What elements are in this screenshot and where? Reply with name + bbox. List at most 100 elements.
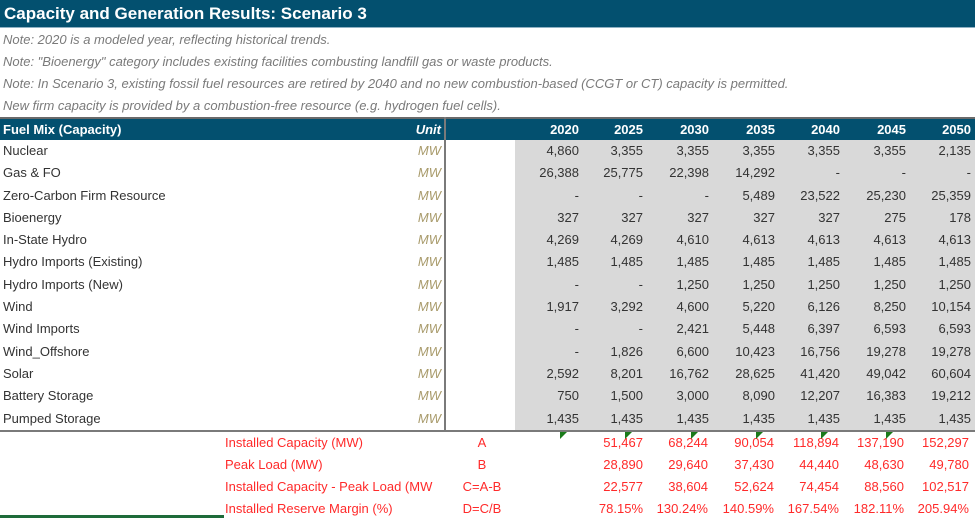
summary-value[interactable]: 44,440 xyxy=(799,457,839,472)
value-cell[interactable]: 6,593 xyxy=(873,321,906,337)
summary-value[interactable]: 49,780 xyxy=(929,457,969,472)
fuel-label[interactable]: In-State Hydro xyxy=(3,232,87,248)
value-cell[interactable]: 1,435 xyxy=(676,410,709,426)
value-cell[interactable]: 4,613 xyxy=(807,232,840,248)
summary-label[interactable]: Installed Capacity (MW) xyxy=(225,435,363,450)
summary-value[interactable]: 29,640 xyxy=(668,457,708,472)
summary-formula[interactable]: D=C/B xyxy=(462,501,502,516)
unit-cell[interactable]: MW xyxy=(417,209,441,225)
value-cell[interactable]: 4,613 xyxy=(742,232,775,248)
summary-value[interactable]: 38,604 xyxy=(668,479,708,494)
fuel-label[interactable]: Wind xyxy=(3,299,33,315)
value-cell[interactable]: 1,485 xyxy=(807,254,840,270)
fuel-label[interactable]: Hydro Imports (New) xyxy=(3,276,123,292)
value-cell[interactable]: 3,355 xyxy=(742,143,775,158)
value-cell[interactable]: 1,485 xyxy=(938,254,971,270)
value-cell[interactable]: 10,423 xyxy=(735,343,775,359)
value-cell[interactable]: 19,212 xyxy=(931,388,971,404)
value-cell[interactable]: 3,355 xyxy=(676,143,709,158)
value-cell[interactable]: 28,625 xyxy=(735,365,775,381)
unit-cell[interactable]: MW xyxy=(417,232,441,248)
value-cell[interactable]: - xyxy=(574,343,579,359)
value-cell[interactable]: 23,522 xyxy=(800,187,840,203)
fuel-label[interactable]: Pumped Storage xyxy=(3,410,101,426)
value-cell[interactable]: 1,250 xyxy=(676,276,709,292)
unit-cell[interactable]: MW xyxy=(417,299,441,315)
summary-value[interactable]: 140.59% xyxy=(722,501,774,516)
summary-label[interactable]: Installed Capacity - Peak Load (MW xyxy=(225,479,433,494)
fuel-label[interactable]: Solar xyxy=(3,365,34,381)
value-cell[interactable]: 25,775 xyxy=(603,165,643,181)
value-cell[interactable]: 2,135 xyxy=(938,143,971,158)
value-cell[interactable]: 6,126 xyxy=(807,299,840,315)
summary-value[interactable]: 28,890 xyxy=(603,457,643,472)
summary-value[interactable]: 88,560 xyxy=(864,479,904,494)
fuel-label[interactable]: Battery Storage xyxy=(3,388,94,404)
value-cell[interactable]: 1,917 xyxy=(546,299,579,315)
value-cell[interactable]: 327 xyxy=(557,209,579,225)
value-cell[interactable]: 16,756 xyxy=(800,343,840,359)
value-cell[interactable]: 1,435 xyxy=(742,410,775,426)
value-cell[interactable]: 49,042 xyxy=(866,365,906,381)
summary-value[interactable]: 152,297 xyxy=(922,435,969,450)
value-cell[interactable]: 1,435 xyxy=(610,410,643,426)
summary-value[interactable]: 167.54% xyxy=(787,501,839,516)
value-cell[interactable]: - xyxy=(574,187,579,203)
value-cell[interactable]: 25,359 xyxy=(931,187,971,203)
summary-value[interactable]: 102,517 xyxy=(922,479,969,494)
value-cell[interactable]: 1,250 xyxy=(742,276,775,292)
value-cell[interactable]: 6,600 xyxy=(676,343,709,359)
value-cell[interactable]: 25,230 xyxy=(866,187,906,203)
value-cell[interactable]: 4,610 xyxy=(676,232,709,248)
summary-value[interactable]: 37,430 xyxy=(734,457,774,472)
value-cell[interactable]: 8,250 xyxy=(873,299,906,315)
fuel-label[interactable]: Wind Imports xyxy=(3,321,80,337)
value-cell[interactable]: 6,397 xyxy=(807,321,840,337)
value-cell[interactable]: 5,489 xyxy=(742,187,775,203)
value-cell[interactable]: 1,435 xyxy=(873,410,906,426)
unit-cell[interactable]: MW xyxy=(417,165,441,181)
fuel-label[interactable]: Nuclear xyxy=(3,143,48,158)
value-cell[interactable]: 16,762 xyxy=(669,365,709,381)
value-cell[interactable]: 275 xyxy=(884,209,906,225)
value-cell[interactable]: 22,398 xyxy=(669,165,709,181)
unit-cell[interactable]: MW xyxy=(417,321,441,337)
value-cell[interactable]: - xyxy=(638,187,643,203)
value-cell[interactable]: - xyxy=(835,165,840,181)
value-cell[interactable]: 12,207 xyxy=(800,388,840,404)
value-cell[interactable]: - xyxy=(638,276,643,292)
value-cell[interactable]: 1,485 xyxy=(676,254,709,270)
value-cell[interactable]: - xyxy=(704,187,709,203)
value-cell[interactable]: 4,600 xyxy=(676,299,709,315)
value-cell[interactable]: 2,592 xyxy=(546,365,579,381)
value-cell[interactable]: 4,613 xyxy=(873,232,906,248)
summary-label[interactable]: Peak Load (MW) xyxy=(225,457,323,472)
value-cell[interactable]: - xyxy=(638,321,643,337)
value-cell[interactable]: 1,250 xyxy=(938,276,971,292)
value-cell[interactable]: 5,448 xyxy=(742,321,775,337)
value-cell[interactable]: 1,250 xyxy=(873,276,906,292)
value-cell[interactable]: 10,154 xyxy=(931,299,971,315)
value-cell[interactable]: 4,269 xyxy=(546,232,579,248)
summary-formula[interactable]: C=A-B xyxy=(462,479,502,494)
value-cell[interactable]: 8,090 xyxy=(742,388,775,404)
value-cell[interactable]: 1,435 xyxy=(546,410,579,426)
value-cell[interactable]: 327 xyxy=(687,209,709,225)
value-cell[interactable]: - xyxy=(901,165,906,181)
value-cell[interactable]: 1,485 xyxy=(610,254,643,270)
unit-cell[interactable]: MW xyxy=(417,388,441,404)
fuel-label[interactable]: Wind_Offshore xyxy=(3,343,90,359)
value-cell[interactable]: 1,826 xyxy=(610,343,643,359)
summary-value[interactable]: 90,054 xyxy=(734,435,774,450)
value-cell[interactable]: 60,604 xyxy=(931,365,971,381)
value-cell[interactable]: 4,269 xyxy=(610,232,643,248)
unit-cell[interactable]: MW xyxy=(417,143,441,158)
value-cell[interactable]: 19,278 xyxy=(931,343,971,359)
unit-cell[interactable]: MW xyxy=(417,365,441,381)
summary-value[interactable]: 182.11% xyxy=(853,501,904,516)
summary-value[interactable]: 118,894 xyxy=(792,435,839,450)
summary-value[interactable]: 48,630 xyxy=(864,457,904,472)
summary-value[interactable]: 74,454 xyxy=(799,479,839,494)
value-cell[interactable]: 327 xyxy=(753,209,775,225)
summary-value[interactable]: 137,190 xyxy=(857,435,904,450)
